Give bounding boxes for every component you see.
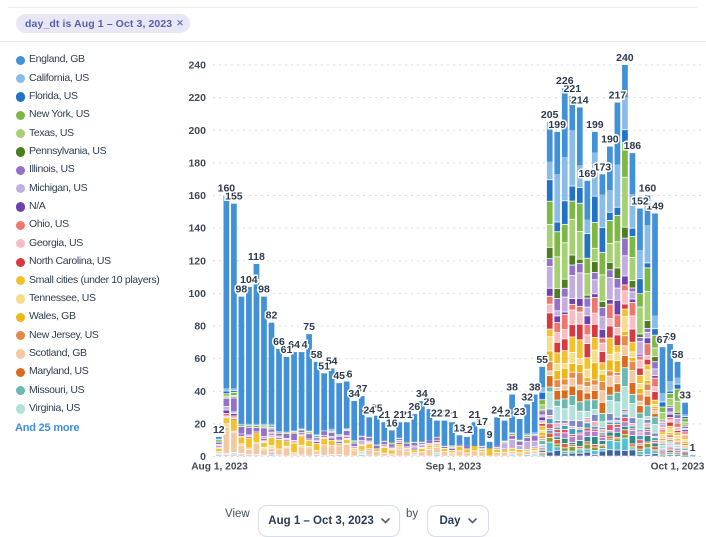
svg-text:240: 240 [188, 60, 206, 72]
svg-text:33: 33 [679, 390, 691, 402]
svg-text:80: 80 [194, 321, 206, 333]
svg-text:160: 160 [218, 183, 236, 195]
svg-text:214: 214 [571, 94, 589, 106]
svg-text:82: 82 [266, 310, 278, 322]
svg-text:66: 66 [273, 336, 285, 348]
svg-text:9: 9 [487, 429, 493, 441]
svg-text:60: 60 [194, 353, 206, 365]
svg-text:120: 120 [188, 255, 206, 267]
svg-text:160: 160 [188, 190, 206, 202]
svg-text:118: 118 [248, 251, 265, 263]
svg-text:58: 58 [672, 349, 684, 361]
svg-text:152: 152 [631, 196, 649, 208]
svg-text:51: 51 [318, 360, 330, 372]
svg-text:240: 240 [616, 52, 634, 64]
svg-text:32: 32 [521, 391, 533, 403]
svg-text:149: 149 [646, 201, 664, 213]
svg-text:160: 160 [639, 183, 657, 195]
svg-text:Sep 1, 2023: Sep 1, 2023 [426, 462, 482, 473]
svg-text:24: 24 [491, 404, 503, 416]
svg-text:13: 13 [454, 422, 466, 434]
svg-text:24: 24 [363, 404, 375, 416]
svg-text:217: 217 [609, 90, 627, 102]
svg-text:38: 38 [506, 382, 518, 394]
svg-text:Aug 1, 2023: Aug 1, 2023 [191, 462, 248, 473]
svg-text:45: 45 [333, 370, 345, 382]
svg-text:226: 226 [556, 75, 574, 87]
svg-text:98: 98 [236, 284, 248, 296]
svg-text:75: 75 [303, 321, 315, 333]
svg-text:98: 98 [258, 284, 270, 296]
svg-text:180: 180 [188, 157, 206, 169]
svg-text:20: 20 [194, 418, 206, 430]
svg-text:186: 186 [624, 140, 642, 152]
svg-text:40: 40 [194, 386, 206, 398]
svg-text:34: 34 [416, 388, 428, 400]
svg-text:58: 58 [311, 349, 323, 361]
svg-text:173: 173 [594, 161, 612, 173]
svg-text:12: 12 [213, 424, 225, 436]
svg-text:23: 23 [514, 406, 526, 418]
svg-text:199: 199 [586, 119, 604, 131]
svg-text:67: 67 [657, 334, 669, 346]
svg-text:205: 205 [541, 109, 559, 121]
svg-text:1: 1 [690, 442, 696, 454]
svg-text:200: 200 [188, 125, 206, 137]
svg-text:55: 55 [536, 354, 548, 366]
svg-text:21: 21 [469, 409, 481, 421]
svg-text:140: 140 [188, 223, 206, 235]
svg-text:100: 100 [188, 288, 206, 300]
svg-text:169: 169 [579, 168, 597, 180]
svg-text:220: 220 [188, 92, 206, 104]
svg-text:Oct 1, 2023: Oct 1, 2023 [651, 462, 705, 473]
svg-text:190: 190 [601, 134, 619, 146]
svg-text:34: 34 [348, 388, 360, 400]
svg-text:22: 22 [431, 408, 443, 420]
